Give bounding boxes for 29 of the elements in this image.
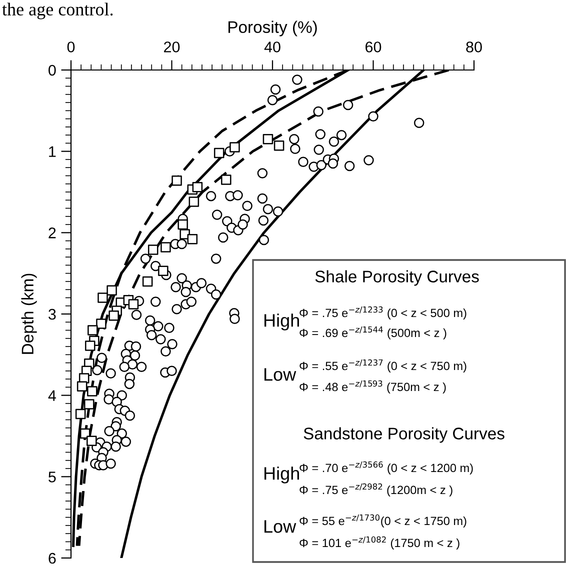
- annotation: High: [264, 314, 299, 330]
- y-tick-label: 0: [48, 64, 56, 76]
- x-axis-title: Porosity (%): [228, 20, 317, 36]
- y-tick-label: 5: [48, 472, 56, 482]
- y-tick-label: 4: [48, 390, 56, 401]
- y-tick-label: 6: [48, 552, 56, 564]
- annotation: Φ = 55 e$^{−z/1730}$(0 < z < 1750 m): [300, 514, 466, 528]
- y-tick-label: 3: [48, 308, 56, 320]
- annotation: Sandstone Porosity Curves: [304, 427, 504, 443]
- annotation: Low: [264, 520, 296, 533]
- x-tick-label: 60: [366, 42, 382, 52]
- annotation: Φ = .48 e$^{−z/1593}$ (750m < z ): [300, 380, 446, 394]
- annotation: Φ = .55 e$^{−z/1237}$ (0 < z < 750 m): [300, 359, 466, 372]
- text: the age control.: [2, 2, 113, 20]
- annotation: Shale Porosity Curves: [315, 270, 479, 286]
- y-tick-label: 2: [48, 228, 56, 238]
- x-tick-label: 80: [466, 42, 482, 52]
- annotation: High: [264, 466, 299, 484]
- x-tick-label: 40: [264, 42, 280, 52]
- x-tick-label: 20: [164, 42, 180, 52]
- y-axis-title: Depth (km): [21, 274, 37, 354]
- annotation: Φ = .75 e$^{−z/2982}$ (1200m < z ): [300, 483, 452, 496]
- annotation: Φ = .70 e$^{−z/3566}$ (0 < z < 1200 m): [300, 461, 473, 474]
- annotation: Low: [264, 368, 296, 381]
- annotation: Φ = 101 e$^{−z/1082}$ (1750 m < z ): [300, 536, 460, 550]
- annotation: Φ = .69 e$^{−z/1544}$ (500m < z ): [300, 326, 446, 340]
- y-tick-label: 1: [49, 146, 56, 157]
- x-tick-label: 0: [67, 42, 75, 52]
- annotation: Φ = .75 e$^{−z/1233}$ (0 < z < 500 m): [300, 306, 466, 320]
